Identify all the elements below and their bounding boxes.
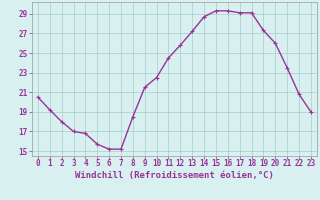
X-axis label: Windchill (Refroidissement éolien,°C): Windchill (Refroidissement éolien,°C): [75, 171, 274, 180]
